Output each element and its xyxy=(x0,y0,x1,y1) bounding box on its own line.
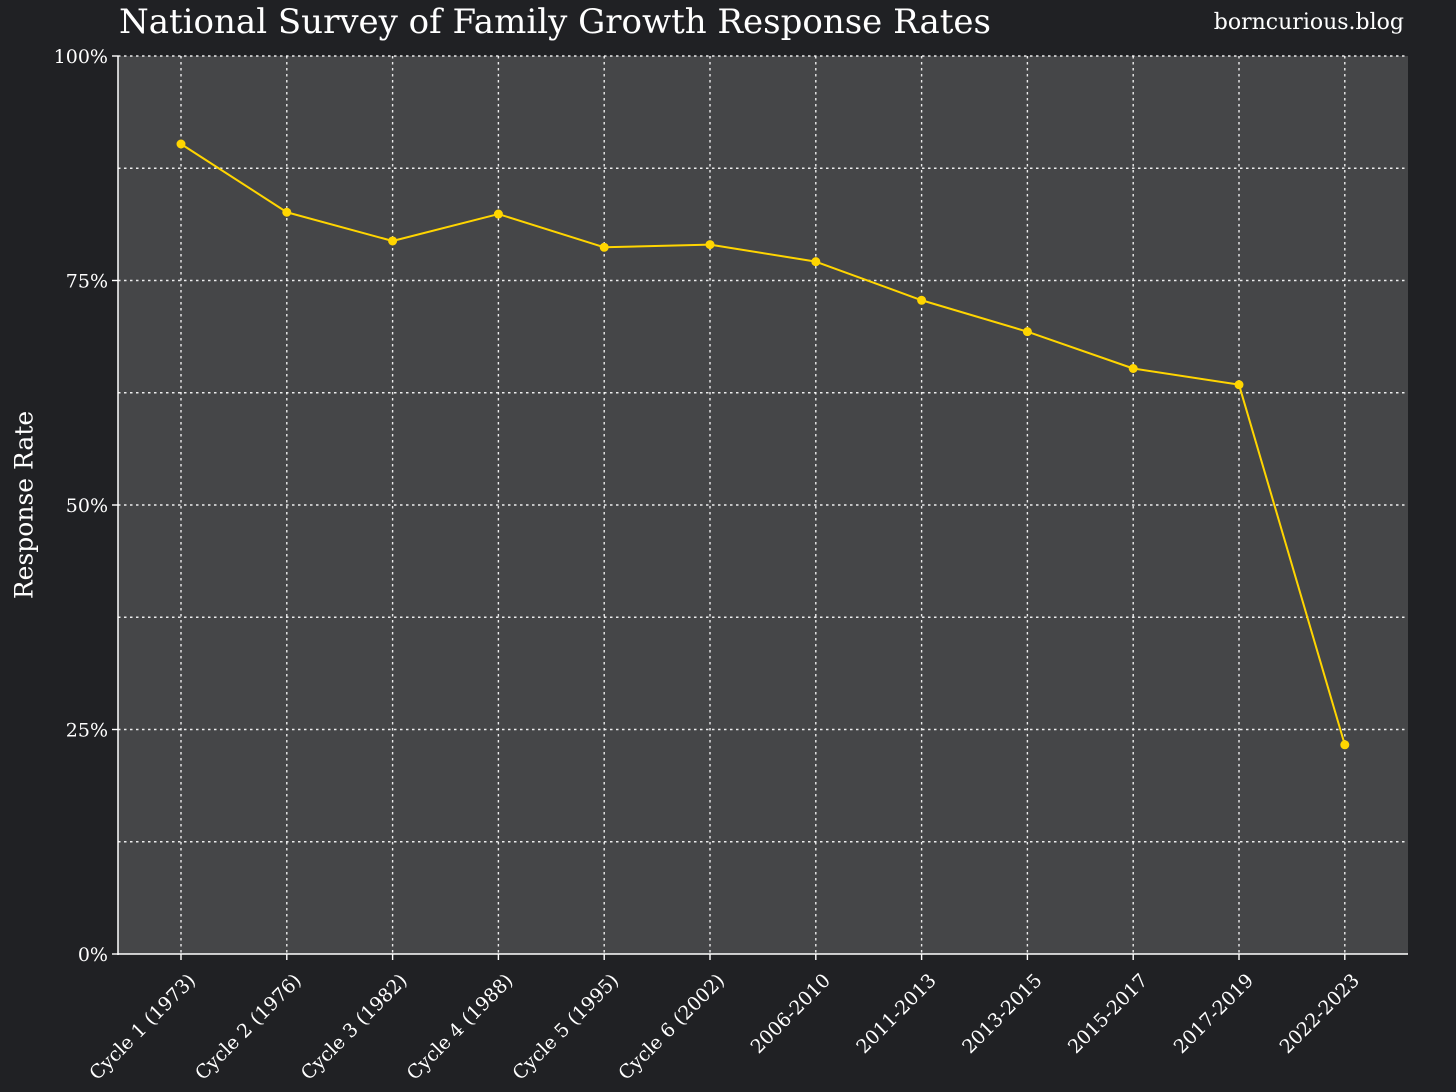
data-point xyxy=(282,207,292,217)
data-point xyxy=(705,240,715,250)
y-axis-label: Response Rate xyxy=(10,411,39,599)
x-tick-label: Cycle 6 (2002) xyxy=(614,970,729,1085)
y-tick-label: 100% xyxy=(54,46,108,68)
x-tick-label: 2011-2013 xyxy=(852,970,940,1058)
data-point xyxy=(811,257,821,267)
data-point xyxy=(1340,740,1350,750)
x-tick-label: Cycle 2 (1976) xyxy=(191,970,306,1085)
grid-lines xyxy=(118,55,1408,954)
x-tick-label: 2022-2023 xyxy=(1275,970,1363,1058)
x-tick-label: Cycle 4 (1988) xyxy=(403,970,518,1085)
y-tick-label: 0% xyxy=(78,944,108,966)
data-point xyxy=(1128,364,1138,374)
x-tick-label: 2013-2015 xyxy=(958,970,1046,1058)
watermark: borncurious.blog xyxy=(1213,10,1404,35)
data-point xyxy=(1022,327,1032,337)
y-tick-label: 50% xyxy=(66,495,108,517)
x-tick-label: 2015-2017 xyxy=(1064,970,1152,1058)
data-point xyxy=(388,236,398,246)
data-point xyxy=(599,242,609,252)
x-tick-label: 2017-2019 xyxy=(1170,970,1258,1058)
data-point xyxy=(176,139,186,149)
data-point xyxy=(1234,380,1244,390)
x-tick-label: 2006-2010 xyxy=(746,970,834,1058)
y-tick-label: 25% xyxy=(66,720,108,742)
data-point xyxy=(917,295,927,305)
series xyxy=(176,139,1350,750)
data-point xyxy=(493,209,503,219)
series-line xyxy=(180,143,1346,746)
y-tick-label: 75% xyxy=(66,271,108,293)
chart-title: National Survey of Family Growth Respons… xyxy=(119,2,991,42)
x-tick-label: Cycle 5 (1995) xyxy=(508,970,623,1085)
x-tick-label: Cycle 1 (1973) xyxy=(85,970,200,1085)
x-tick-label: Cycle 3 (1982) xyxy=(297,970,412,1085)
